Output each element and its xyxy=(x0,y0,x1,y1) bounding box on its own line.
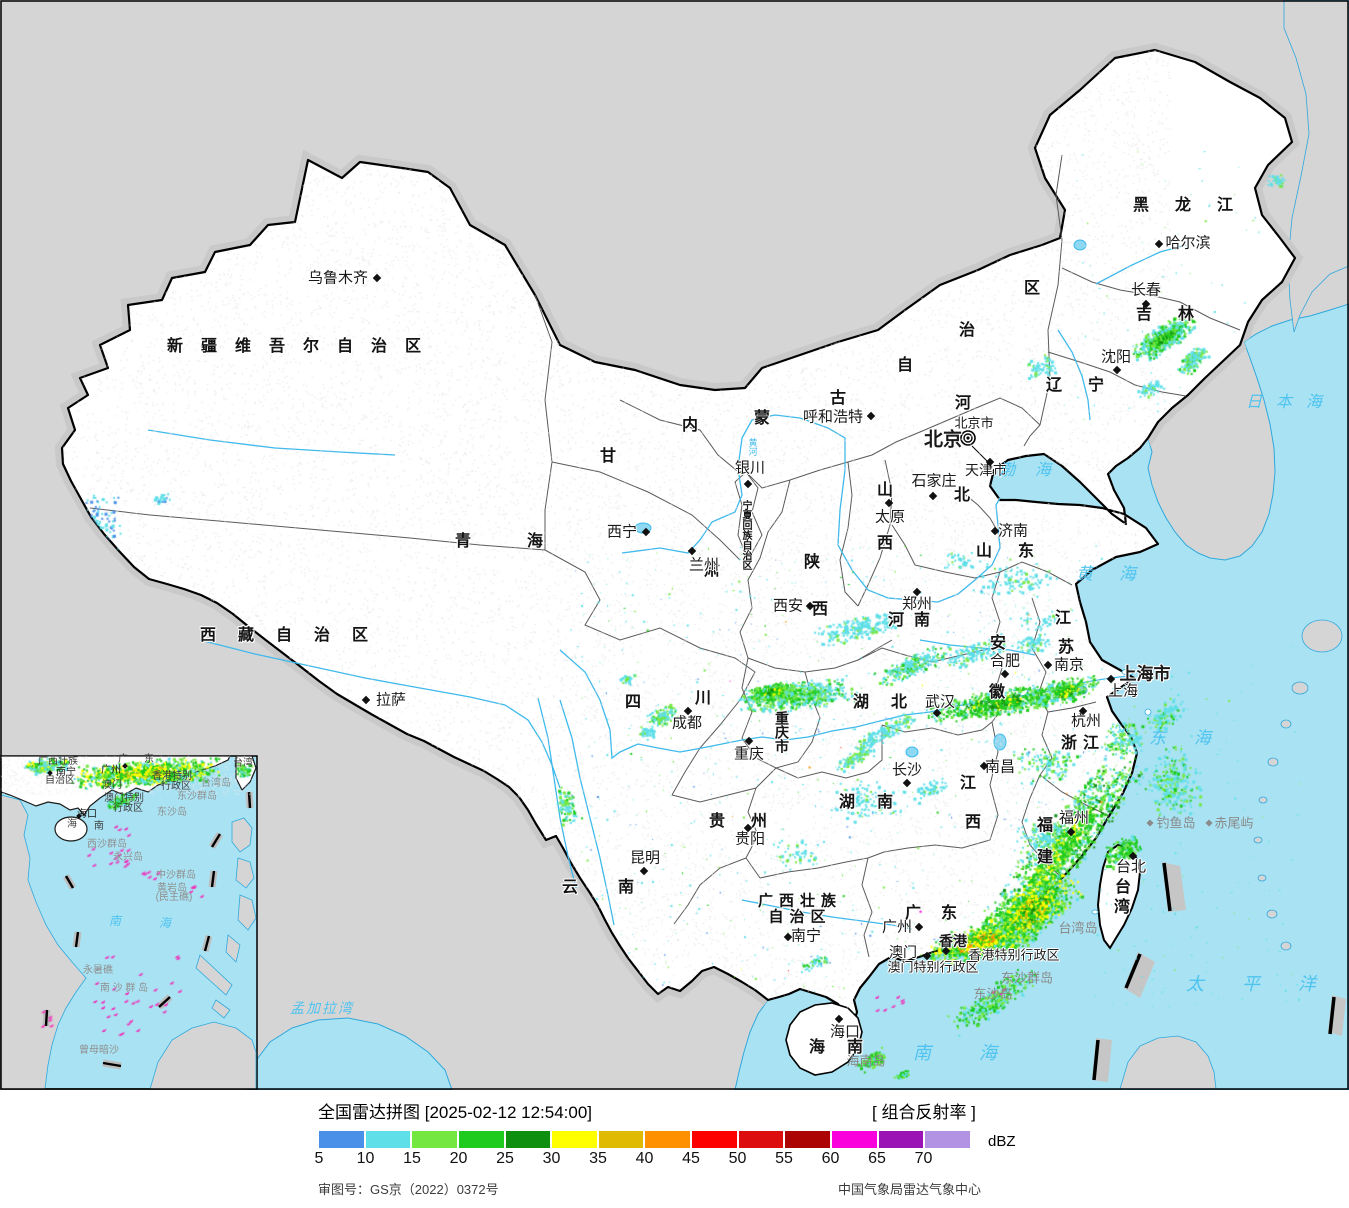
dbz-tick-label: 50 xyxy=(728,1150,747,1167)
dbz-unit-label: dBZ xyxy=(988,1133,1016,1150)
dbz-tick-label: 25 xyxy=(496,1150,514,1167)
dbz-color-cell xyxy=(412,1131,457,1148)
dbz-color-cell xyxy=(692,1131,737,1148)
dbz-tick-label: 45 xyxy=(682,1150,700,1167)
dbz-color-cell xyxy=(458,1131,504,1148)
dbz-tick-label: 55 xyxy=(775,1150,793,1167)
dbz-tick-label: 35 xyxy=(589,1150,607,1167)
radar-echo-layer xyxy=(0,0,1349,1090)
dbz-color-cell xyxy=(738,1131,784,1148)
legend-panel: 全国雷达拼图 [2025-02-12 12:54:00] [ 组合反射率 ] d… xyxy=(0,1090,1349,1208)
map-title: 全国雷达拼图 [2025-02-12 12:54:00] xyxy=(318,1103,593,1122)
dbz-tick-label: 10 xyxy=(356,1150,375,1167)
dbz-tick-label: 60 xyxy=(821,1150,840,1167)
dbz-color-cell xyxy=(552,1131,597,1148)
dbz-color-cell xyxy=(645,1131,691,1148)
dbz-tick-label: 15 xyxy=(403,1150,421,1167)
dbz-tick-label: 70 xyxy=(914,1150,933,1167)
dbz-ticks: 5 10 15 20 25 30 35 40 45 50 55 60 65 70 xyxy=(0,1150,1349,1168)
dbz-color-cell xyxy=(925,1131,970,1148)
dbz-tick-label: 65 xyxy=(868,1150,886,1167)
dbz-color-cell xyxy=(319,1131,364,1148)
map-license-number: 审图号：GS京（2022）0372号 xyxy=(318,1182,499,1197)
dbz-tick-label: 20 xyxy=(449,1150,468,1167)
dbz-colorbar xyxy=(319,1131,970,1148)
dbz-color-cell xyxy=(878,1131,924,1148)
dbz-color-cell xyxy=(598,1131,644,1148)
dbz-color-cell xyxy=(365,1131,411,1148)
dbz-color-cell xyxy=(785,1131,831,1148)
dbz-color-cell xyxy=(505,1131,551,1148)
dbz-tick-label: 40 xyxy=(635,1150,654,1167)
dbz-tick-label: 5 xyxy=(314,1150,324,1167)
agency-credit: 中国气象局雷达气象中心 xyxy=(838,1182,982,1197)
dbz-tick-label: 30 xyxy=(542,1150,561,1167)
dbz-color-cell xyxy=(832,1131,877,1148)
product-label: [ 组合反射率 ] xyxy=(872,1103,976,1122)
